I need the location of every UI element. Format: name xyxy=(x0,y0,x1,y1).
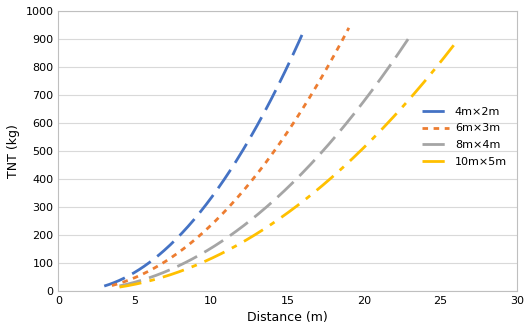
10m×5m xyxy=(453,40,459,44)
Legend: 4m×2m, 6m×3m, 8m×4m, 10m×5m: 4m×2m, 6m×3m, 8m×4m, 10m×5m xyxy=(417,102,511,171)
8m×4m xyxy=(407,34,413,38)
4m×2m xyxy=(113,280,119,284)
8m×4m xyxy=(392,56,399,60)
6m×3m xyxy=(109,284,115,288)
4m×2m xyxy=(109,281,115,285)
Line: 8m×4m: 8m×4m xyxy=(119,36,410,286)
10m×5m xyxy=(130,283,136,287)
X-axis label: Distance (m): Distance (m) xyxy=(247,311,328,324)
8m×4m xyxy=(134,280,140,284)
10m×5m xyxy=(116,285,123,289)
Line: 4m×2m: 4m×2m xyxy=(104,33,303,286)
4m×2m xyxy=(290,53,296,57)
6m×3m xyxy=(346,26,352,30)
4m×2m xyxy=(283,68,289,71)
Line: 6m×3m: 6m×3m xyxy=(112,28,349,286)
8m×4m xyxy=(170,266,177,270)
6m×3m xyxy=(123,279,130,283)
6m×3m xyxy=(334,48,340,52)
8m×4m xyxy=(194,255,200,259)
4m×2m xyxy=(154,255,160,259)
4m×2m xyxy=(300,31,306,35)
10m×5m xyxy=(424,76,430,80)
6m×3m xyxy=(153,265,159,269)
4m×2m xyxy=(101,284,107,288)
10m×5m xyxy=(136,281,143,285)
6m×3m xyxy=(326,63,332,67)
10m×5m xyxy=(179,269,185,273)
4m×2m xyxy=(138,266,144,270)
Y-axis label: TNT (kg): TNT (kg) xyxy=(7,124,20,178)
8m×4m xyxy=(116,284,123,288)
10m×5m xyxy=(206,258,212,261)
6m×3m xyxy=(172,253,178,257)
10m×5m xyxy=(436,62,442,66)
Line: 10m×5m: 10m×5m xyxy=(119,42,456,287)
8m×4m xyxy=(128,281,134,285)
6m×3m xyxy=(118,281,125,285)
8m×4m xyxy=(382,70,388,74)
